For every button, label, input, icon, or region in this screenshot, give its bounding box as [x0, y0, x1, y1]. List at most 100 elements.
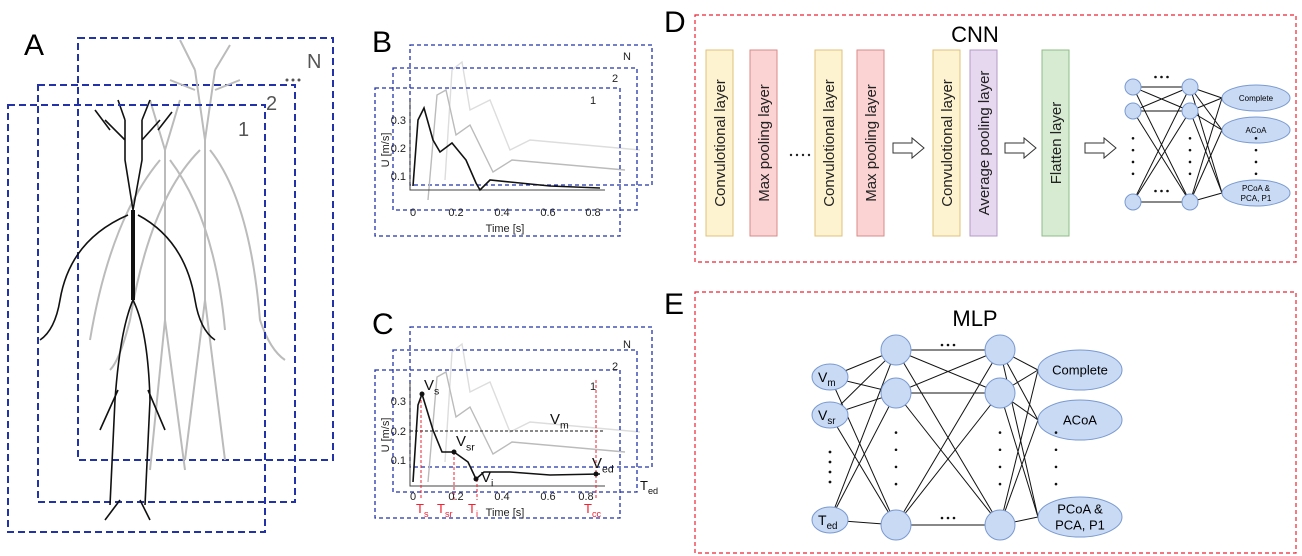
stack-label: N — [623, 339, 631, 351]
dot — [1131, 160, 1135, 164]
output-node — [1037, 399, 1123, 441]
ellipsis — [285, 78, 301, 82]
dot — [1131, 137, 1135, 140]
label-subscript: sr — [827, 416, 836, 427]
edge — [999, 419, 1039, 526]
dot — [952, 516, 956, 520]
dot — [998, 482, 1002, 486]
dot — [1054, 448, 1058, 452]
node — [1181, 78, 1199, 96]
layer-box — [969, 49, 998, 237]
edge — [1132, 86, 1191, 203]
y-tick-label: 0.2 — [391, 426, 406, 438]
panel-a: A N 2 1 — [7, 29, 334, 533]
input-node — [811, 506, 849, 534]
y-axis-label: U [m/s] — [380, 133, 392, 168]
dot — [1154, 189, 1157, 193]
panel-label: D — [664, 6, 686, 39]
layer-label: Convulotional layer — [939, 79, 956, 207]
stack-label: 2 — [266, 93, 277, 115]
label-subscript: ed — [827, 521, 838, 532]
stack-label: N — [623, 51, 631, 63]
stack-label: 2 — [612, 73, 618, 85]
label-base: T — [818, 512, 827, 528]
label-subscript: i — [491, 478, 493, 490]
dot — [1254, 148, 1258, 152]
input-node — [811, 363, 849, 391]
dot — [1166, 189, 1169, 193]
panel-b: B U [m/s] 0.1 0.2 0.3 0 0.2 0.4 0.6 0.8 … — [372, 26, 653, 237]
dot — [946, 343, 950, 347]
node — [1181, 193, 1199, 211]
dot — [1131, 148, 1135, 152]
layer-box — [932, 49, 961, 237]
label-base: V — [481, 469, 491, 486]
y-tick-label: 0.3 — [391, 115, 406, 127]
edge — [1189, 97, 1223, 203]
dot — [952, 343, 956, 347]
node — [880, 377, 912, 409]
dot — [998, 431, 1002, 434]
dot — [946, 516, 950, 520]
label-subscript: m — [827, 378, 835, 389]
subscript-label: Vm — [818, 369, 836, 389]
edge — [1132, 110, 1191, 203]
output-label: PCoA & — [1242, 184, 1271, 193]
x-tick-label: 0.4 — [494, 207, 509, 219]
subscript-label: Vm — [550, 411, 569, 432]
edge — [1189, 110, 1223, 194]
x-tick-label: 0.8 — [585, 207, 600, 219]
output-label: PCoA & — [1057, 502, 1103, 517]
x-tick-label: 0.6 — [540, 491, 555, 503]
label-subscript: s — [424, 509, 429, 519]
node — [984, 509, 1016, 541]
label-base: V — [424, 377, 434, 394]
node — [880, 334, 912, 366]
stack-label: 1 — [590, 95, 596, 107]
node — [984, 377, 1016, 409]
edge — [999, 349, 1039, 518]
y-tick-label: 0.3 — [391, 396, 406, 408]
x-axis-label: Time [s] — [486, 507, 525, 519]
output-node — [1221, 179, 1291, 207]
output-label: ACoA — [1246, 126, 1268, 135]
edge — [999, 369, 1039, 526]
panel-label: C — [372, 308, 394, 341]
dot — [998, 448, 1002, 452]
ellipsis — [1131, 75, 1258, 193]
layer-box — [705, 49, 734, 237]
edge — [895, 392, 1001, 526]
subscript-label: Vi — [481, 469, 493, 490]
output-node — [1221, 116, 1291, 144]
output-node — [1221, 84, 1291, 112]
edge — [1189, 86, 1223, 131]
panel-c: C U [m/s] 0.1 0.2 0.3 0 0.2 0.4 0.6 0.8 … — [372, 308, 658, 519]
layer-box — [856, 49, 885, 237]
stack-frame — [374, 369, 621, 519]
curve — [412, 391, 601, 483]
layer-label: Convulotional layer — [712, 79, 729, 207]
subscript-label: Ti — [468, 501, 478, 519]
x-axis-label: Time [s] — [486, 223, 525, 235]
subscript-label: Vs — [424, 377, 439, 398]
arrows — [892, 136, 1117, 160]
edge — [999, 392, 1039, 518]
subscript-label: Vsr — [818, 407, 836, 427]
stack-label: N — [307, 51, 321, 73]
panel-title: CNN — [951, 22, 999, 47]
panel-label: A — [24, 29, 44, 62]
layer-label: Max pooling layer — [756, 84, 773, 202]
dot — [1254, 160, 1258, 164]
node — [1124, 78, 1142, 96]
dot — [1188, 160, 1192, 164]
dot — [940, 343, 944, 347]
stack-label: 1 — [238, 119, 249, 141]
label-subscript: cc — [592, 509, 602, 519]
panel-frame — [694, 14, 1297, 263]
dot — [1160, 189, 1163, 193]
node — [984, 334, 1016, 366]
layer-label: Convulotional layer — [821, 79, 838, 207]
edge — [1189, 129, 1223, 203]
